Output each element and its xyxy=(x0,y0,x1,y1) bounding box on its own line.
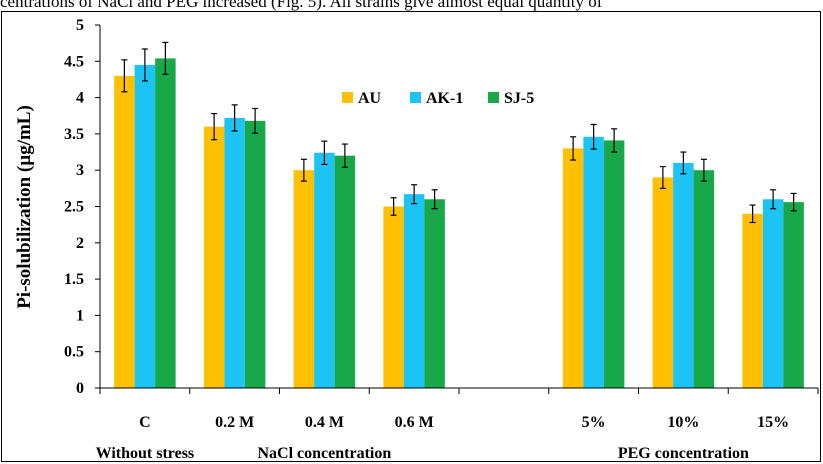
y-tick-label: 4 xyxy=(76,90,84,107)
x-category-label: 0.4 M xyxy=(305,414,344,431)
y-tick-label: 3.5 xyxy=(64,126,84,143)
bar-ak-1 xyxy=(224,117,245,388)
bar-sj-5 xyxy=(603,140,625,388)
bar-sj-5 xyxy=(693,170,715,388)
legend-swatch-ak-1 xyxy=(410,92,421,103)
y-tick-label: 4.5 xyxy=(64,53,84,70)
x-group-label: Without stress xyxy=(96,445,195,462)
bar-au xyxy=(293,170,315,388)
legend-label: SJ-5 xyxy=(504,90,534,107)
x-group-label: NaCl concentration xyxy=(257,445,391,462)
bar-ak-1 xyxy=(762,199,784,388)
bar-sj-5 xyxy=(334,155,356,388)
x-category-label: 0.6 M xyxy=(395,414,434,431)
bar-au xyxy=(383,206,404,388)
bar-ak-1 xyxy=(134,64,156,389)
bar-ak-1 xyxy=(314,152,335,388)
bar-au xyxy=(562,148,584,388)
y-tick-label: 0.5 xyxy=(64,344,84,361)
bar-au xyxy=(742,213,763,388)
bar-ak-1 xyxy=(583,136,604,388)
legend-swatch-au xyxy=(342,92,353,103)
bar-sj-5 xyxy=(155,58,176,389)
chart-frame xyxy=(1,11,821,462)
y-tick-label: 0 xyxy=(76,380,84,397)
x-group-label: PEG concentration xyxy=(618,445,749,462)
bar-sj-5 xyxy=(244,120,266,388)
y-tick-label: 2.5 xyxy=(64,199,84,216)
x-category-label: 10% xyxy=(667,414,699,431)
x-category-label: 15% xyxy=(757,414,789,431)
y-axis-label: Pi-solubilization (µg/mL) xyxy=(14,105,35,309)
bar-ak-1 xyxy=(403,194,425,388)
y-tick-label: 1.5 xyxy=(64,271,84,288)
legend-label: AU xyxy=(358,90,382,107)
bar-ak-1 xyxy=(673,162,694,388)
legend-swatch-sj-5 xyxy=(488,92,499,103)
y-tick-label: 3 xyxy=(76,162,84,179)
bar-sj-5 xyxy=(783,202,804,388)
y-tick-label: 1 xyxy=(76,307,84,324)
bar-au xyxy=(652,177,674,388)
y-tick-label: 2 xyxy=(76,235,84,252)
bar-sj-5 xyxy=(424,199,445,388)
legend-label: AK-1 xyxy=(426,90,463,107)
caption-fragment: centrations of NaCl and PEG increased (F… xyxy=(0,0,603,11)
x-category-label: C xyxy=(139,414,151,431)
x-category-label: 0.2 M xyxy=(215,414,254,431)
x-category-label: 5% xyxy=(582,414,606,431)
y-tick-label: 5 xyxy=(76,17,84,34)
bar-au xyxy=(203,126,225,388)
bar-au xyxy=(114,75,135,388)
